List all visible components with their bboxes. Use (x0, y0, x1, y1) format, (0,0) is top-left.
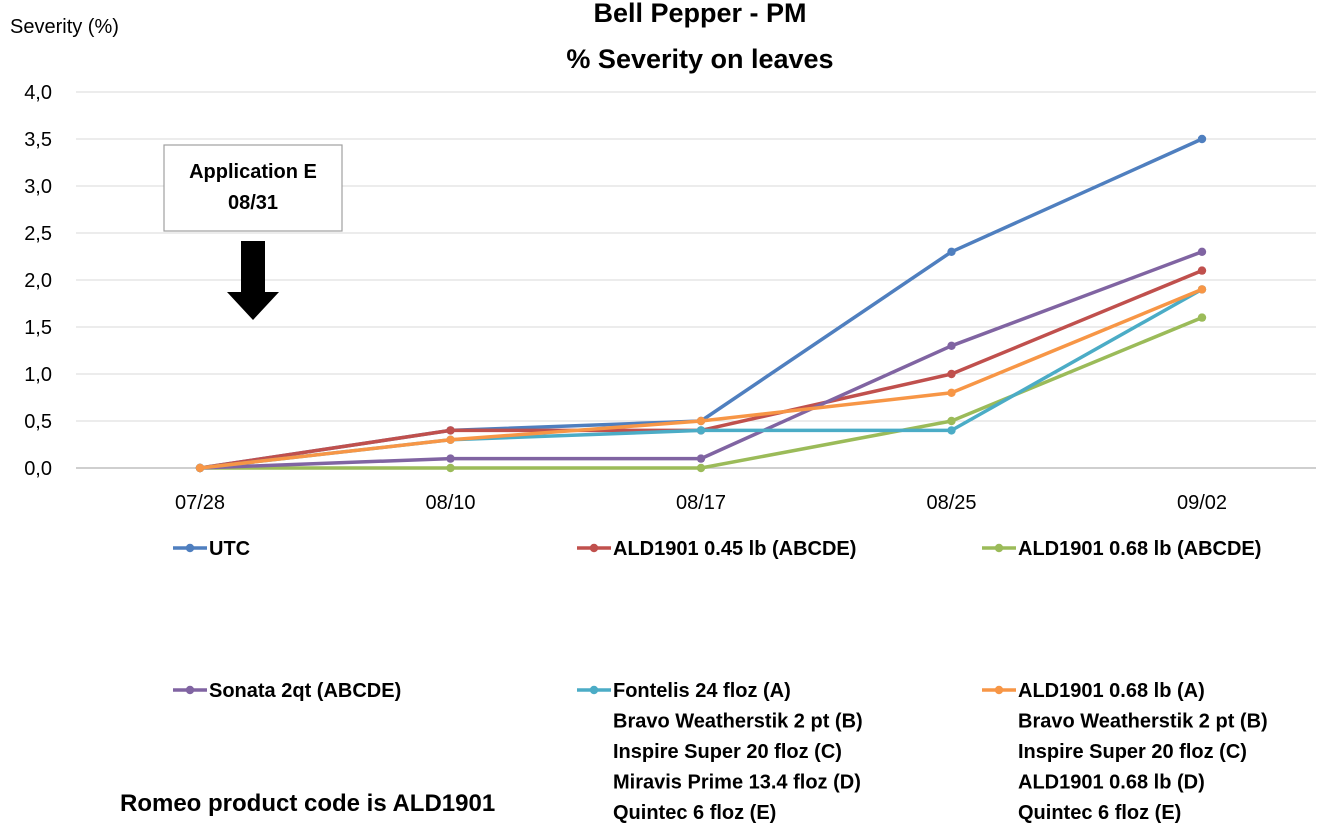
legend: UTC ALD1901 0.45 lb (ABCDE) ALD1901 0.68 l… (173, 538, 1268, 824)
legend-label-line: Quintec 6 floz (E) (613, 802, 776, 824)
data-point (446, 426, 455, 435)
data-point (696, 454, 706, 463)
legend-marker (589, 685, 599, 695)
y-tick-label: 4,0 (24, 82, 52, 104)
legend-marker (994, 543, 1004, 553)
x-tick-label: 07/28 (175, 492, 225, 514)
legend-label: Fontelis 24 floz (A) (613, 680, 791, 702)
legend-label-line: Inspire Super 20 floz (C) (613, 741, 842, 763)
data-point (1197, 313, 1207, 322)
series-lines (195, 134, 1207, 473)
legend-label: ALD1901 0.45 lb (ABCDE) (613, 538, 856, 560)
legend-marker (994, 685, 1004, 695)
annotation-line-1: Application E (189, 161, 317, 183)
y-tick-label: 1,5 (24, 317, 52, 339)
data-point (195, 463, 205, 473)
x-tick-label: 08/25 (926, 492, 976, 514)
data-point (947, 416, 956, 426)
series-1 (195, 266, 1207, 473)
x-tick-label: 08/17 (676, 492, 726, 514)
data-point (947, 369, 956, 379)
data-point (446, 454, 455, 463)
data-point (947, 426, 956, 435)
legend-item: ALD1901 0.68 lb (A) Bravo Weatherstik 2 p… (982, 680, 1268, 824)
data-point (1197, 247, 1207, 256)
y-tick-label: 0,0 (24, 458, 52, 480)
footer-note: Romeo product code is ALD1901 (120, 790, 495, 817)
data-point (446, 463, 455, 473)
legend-item: Fontelis 24 floz (A) Bravo Weatherstik 2 … (577, 680, 863, 824)
data-point (1197, 285, 1207, 294)
x-axis-ticks: 07/28 08/10 08/17 08/25 09/02 (175, 492, 1227, 514)
series-2 (195, 313, 1207, 473)
legend-label: Sonata 2qt (ABCDE) (209, 680, 401, 702)
legend-label: ALD1901 0.68 lb (A) (1018, 680, 1205, 702)
series-line (198, 268, 1204, 470)
y-tick-label: 0,5 (24, 411, 52, 433)
legend-label: UTC (209, 538, 250, 560)
y-axis-ticks: 0,0 0,5 1,0 1,5 2,0 2,5 3,0 3,5 4,0 (24, 82, 52, 480)
annotation-line-2: 08/31 (228, 192, 278, 214)
data-point (696, 416, 706, 426)
data-point (947, 247, 956, 256)
data-point (947, 341, 956, 350)
legend-label-line: Inspire Super 20 floz (C) (1018, 741, 1247, 763)
data-point (696, 463, 706, 473)
legend-label-line: ALD1901 0.68 lb (D) (1018, 772, 1205, 794)
series-3 (195, 247, 1207, 473)
data-point (1197, 266, 1207, 275)
y-tick-label: 3,5 (24, 129, 52, 151)
data-point (1197, 134, 1207, 144)
down-arrow-icon (227, 241, 279, 320)
x-tick-label: 08/10 (425, 492, 475, 514)
legend-label-line: Quintec 6 floz (E) (1018, 802, 1181, 824)
x-tick-label: 09/02 (1177, 492, 1227, 514)
annotation-box (163, 144, 343, 232)
legend-marker (589, 543, 599, 553)
annotation: Application E 08/31 (163, 144, 343, 320)
data-point (947, 388, 956, 397)
chart-title: Bell Pepper - PM (593, 0, 806, 28)
legend-item: UTC (173, 538, 250, 560)
legend-item: ALD1901 0.68 lb (ABCDE) (982, 538, 1261, 560)
legend-marker (185, 543, 195, 553)
y-tick-label: 3,0 (24, 176, 52, 198)
legend-label: ALD1901 0.68 lb (ABCDE) (1018, 538, 1261, 560)
data-point (696, 426, 706, 435)
series-line (198, 250, 1204, 470)
legend-label-line: Miravis Prime 13.4 floz (D) (613, 772, 861, 794)
y-tick-label: 2,0 (24, 270, 52, 292)
legend-item: Sonata 2qt (ABCDE) (173, 680, 401, 702)
legend-item: ALD1901 0.45 lb (ABCDE) (577, 538, 856, 560)
legend-label-line: Bravo Weatherstik 2 pt (B) (613, 711, 863, 733)
y-tick-label: 2,5 (24, 223, 52, 245)
data-point (446, 435, 455, 444)
legend-label-line: Bravo Weatherstik 2 pt (B) (1018, 711, 1268, 733)
chart-subtitle: % Severity on leaves (566, 44, 833, 74)
legend-marker (185, 685, 195, 695)
y-axis-label: Severity (%) (10, 16, 119, 38)
y-tick-label: 1,0 (24, 364, 52, 386)
series-5 (195, 285, 1207, 473)
